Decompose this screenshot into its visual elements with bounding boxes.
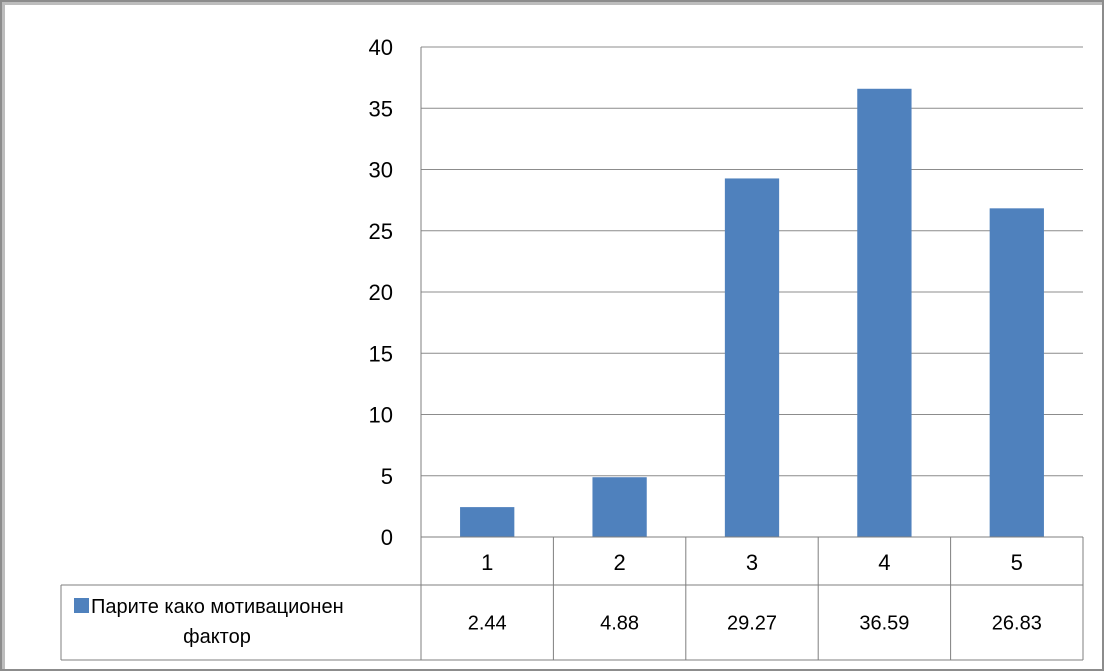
data-table-values: 2.44 4.88 29.27 36.59 26.83 [468, 613, 1042, 635]
x-tick-label: 1 [481, 550, 493, 575]
y-tick-label: 0 [381, 525, 393, 550]
bar-4 [857, 88, 912, 538]
legend-label-line-2: фактор [183, 626, 251, 648]
bars [460, 88, 1044, 538]
y-axis-ticks: 0 5 10 15 20 25 30 35 40 [369, 35, 393, 550]
data-table [60, 47, 1084, 661]
x-tick-label: 4 [878, 550, 890, 575]
y-tick-label: 25 [369, 219, 393, 244]
bar-1 [460, 507, 515, 537]
y-tick-label: 5 [381, 464, 393, 489]
y-tick-label: 40 [369, 35, 393, 60]
x-tick-label: 2 [613, 550, 625, 575]
x-axis-ticks: 1 2 3 4 5 [481, 550, 1023, 575]
bar-2 [592, 477, 647, 537]
bar-5 [989, 208, 1044, 537]
legend-label-line-1: Парите како мотивационен [91, 596, 344, 618]
y-tick-label: 15 [369, 341, 393, 366]
data-table-value: 36.59 [859, 613, 909, 635]
data-table-value: 29.27 [727, 613, 777, 635]
x-tick-label: 3 [746, 550, 758, 575]
y-tick-label: 10 [369, 403, 393, 428]
legend: Парите како мотивационен фактор [74, 596, 344, 648]
legend-swatch [74, 598, 89, 613]
x-tick-label: 5 [1011, 550, 1023, 575]
data-table-value: 26.83 [992, 613, 1042, 635]
y-tick-label: 30 [369, 158, 393, 183]
data-table-value: 4.88 [600, 613, 639, 635]
bar-3 [724, 178, 780, 537]
y-tick-label: 20 [369, 280, 393, 305]
data-table-value: 2.44 [468, 613, 507, 635]
y-tick-label: 35 [369, 96, 393, 121]
